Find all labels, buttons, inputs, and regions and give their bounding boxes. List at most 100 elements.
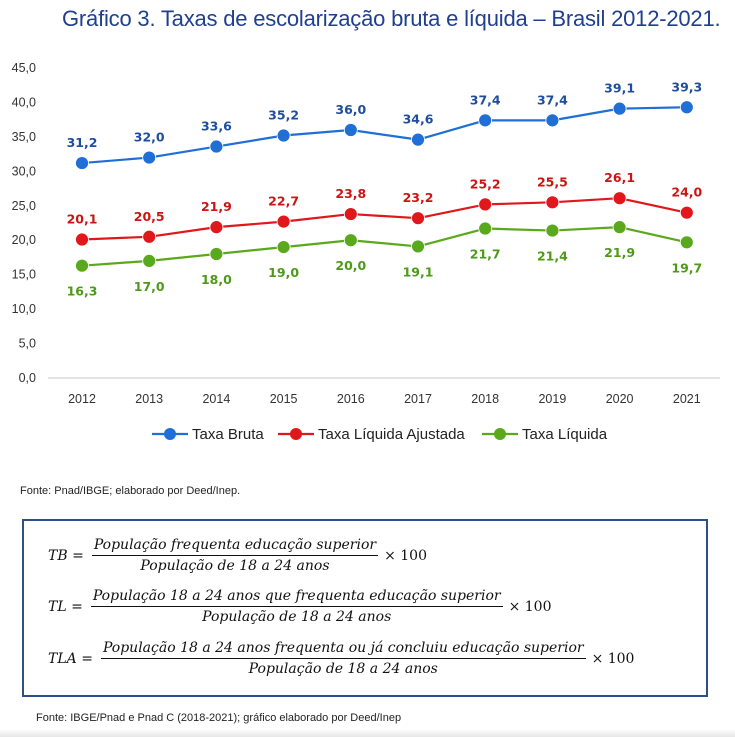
data-label: 17,0 — [134, 279, 165, 294]
data-label: 34,6 — [403, 112, 434, 127]
legend-marker — [164, 428, 176, 440]
data-label: 19,7 — [671, 260, 702, 275]
data-point — [478, 221, 493, 236]
data-label: 39,1 — [604, 81, 635, 96]
series-lines — [75, 100, 694, 273]
fraction-denominator: População de 18 a 24 anos — [202, 609, 392, 625]
x-tick-label: 2016 — [337, 392, 365, 406]
data-label: 19,1 — [403, 264, 434, 279]
fraction: População 18 a 24 anos frequenta ou já c… — [100, 640, 586, 677]
data-label: 26,1 — [604, 170, 635, 185]
x-tick-label: 2018 — [471, 392, 499, 406]
y-tick-label: 25,0 — [12, 199, 36, 213]
series-line — [81, 226, 688, 267]
data-label: 36,0 — [335, 102, 366, 117]
data-point — [209, 220, 224, 235]
line-chart: 0,0 5,0 10,0 15,0 20,0 25,0 30,0 35,0 40,0 45,0 20… — [12, 61, 720, 443]
data-label: 25,5 — [537, 174, 568, 189]
formula-lhs: TL = — [48, 598, 83, 615]
data-label: 21,9 — [201, 199, 232, 214]
data-point — [276, 214, 291, 229]
legend-label: Taxa Líquida — [522, 426, 608, 443]
data-label: 37,4 — [537, 92, 568, 107]
data-point — [142, 150, 157, 165]
multiplier: × 100 — [591, 650, 635, 667]
data-label: 16,3 — [67, 284, 98, 299]
formula-tla: TLA = População 18 a 24 anos frequenta o… — [48, 640, 634, 677]
multiplier: × 100 — [384, 547, 427, 564]
legend-label: Taxa Bruta — [192, 426, 264, 443]
chart-title: Gráfico 3. Taxas de escolarização bruta … — [62, 6, 721, 31]
formula-box: TB = População frequenta educação superi… — [22, 519, 708, 697]
legend-label: Taxa Líquida Ajustada — [318, 426, 465, 443]
fraction-numerator: População 18 a 24 anos que frequenta edu… — [90, 588, 503, 607]
data-point — [343, 123, 358, 137]
x-tick-label: 2021 — [673, 392, 701, 406]
page-edge — [0, 729, 735, 737]
data-point — [75, 258, 89, 273]
data-labels: 31,2 32,0 33,6 35,2 36,0 34,6 37,4 37,4 39,1 39,3… — [67, 79, 703, 298]
data-label: 32,0 — [134, 130, 165, 145]
x-tick-label: 2012 — [68, 392, 96, 406]
x-tick-label: 2015 — [270, 392, 298, 406]
fraction-denominator: População de 18 a 24 anos — [248, 661, 438, 677]
data-point — [679, 100, 694, 115]
data-point — [612, 191, 627, 206]
y-tick-label: 40,0 — [12, 95, 36, 109]
y-tick-label: 0,0 — [19, 371, 36, 385]
data-point — [343, 233, 358, 248]
axes: 0,0 5,0 10,0 15,0 20,0 25,0 30,0 35,0 40,0 45,0 20… — [12, 61, 720, 406]
data-point — [679, 235, 694, 250]
x-tick-label: 2013 — [135, 392, 163, 406]
y-tick-label: 20,0 — [12, 233, 36, 247]
data-point — [75, 232, 89, 247]
fraction: População frequenta educação superior Po… — [91, 537, 379, 574]
data-label: 20,5 — [134, 209, 165, 224]
data-point — [343, 207, 358, 221]
data-point — [612, 220, 627, 235]
data-label: 20,0 — [335, 258, 366, 273]
data-point — [679, 205, 694, 220]
x-tick-label: 2017 — [404, 392, 432, 406]
data-label: 35,2 — [268, 108, 299, 123]
data-label: 33,6 — [201, 119, 232, 134]
data-point — [209, 139, 224, 154]
y-tick-label: 5,0 — [19, 337, 36, 351]
data-point — [142, 229, 157, 244]
data-point — [209, 247, 224, 261]
data-point — [478, 113, 493, 128]
data-point — [545, 113, 560, 128]
data-point — [75, 156, 89, 170]
x-tick-label: 2014 — [202, 392, 230, 406]
y-tick-label: 10,0 — [12, 302, 36, 316]
data-label: 21,7 — [470, 247, 501, 262]
data-label: 21,9 — [604, 245, 635, 260]
data-label: 19,0 — [268, 265, 299, 280]
y-tick-label: 15,0 — [12, 268, 36, 282]
legend-marker — [290, 428, 302, 440]
data-point — [411, 132, 425, 147]
data-label: 23,2 — [403, 190, 434, 205]
data-point — [142, 253, 157, 268]
y-tick-label: 45,0 — [12, 61, 36, 75]
y-tick-label: 30,0 — [12, 164, 36, 178]
formula-tb: TB = População frequenta educação superi… — [48, 537, 427, 574]
data-point — [276, 240, 291, 255]
data-point — [545, 195, 560, 210]
formula-lhs: TB = — [48, 547, 84, 564]
series-line — [81, 197, 688, 241]
x-tick-label: 2019 — [538, 392, 566, 406]
data-point — [276, 128, 291, 143]
fraction-numerator: População 18 a 24 anos frequenta ou já c… — [100, 640, 586, 659]
figure-source-note: Fonte: IBGE/Pnad e Pnad C (2018-2021); g… — [36, 712, 402, 724]
y-tick-label: 35,0 — [12, 130, 36, 144]
data-label: 22,7 — [268, 194, 299, 209]
data-label: 20,1 — [67, 212, 98, 227]
data-label: 39,3 — [671, 79, 702, 94]
fraction-numerator: População frequenta educação superior — [91, 537, 379, 556]
fraction: População 18 a 24 anos que frequenta edu… — [90, 588, 503, 625]
series-line — [81, 106, 687, 165]
x-tick-label: 2020 — [606, 392, 634, 406]
data-label: 37,4 — [470, 92, 501, 107]
data-label: 21,4 — [537, 249, 568, 264]
